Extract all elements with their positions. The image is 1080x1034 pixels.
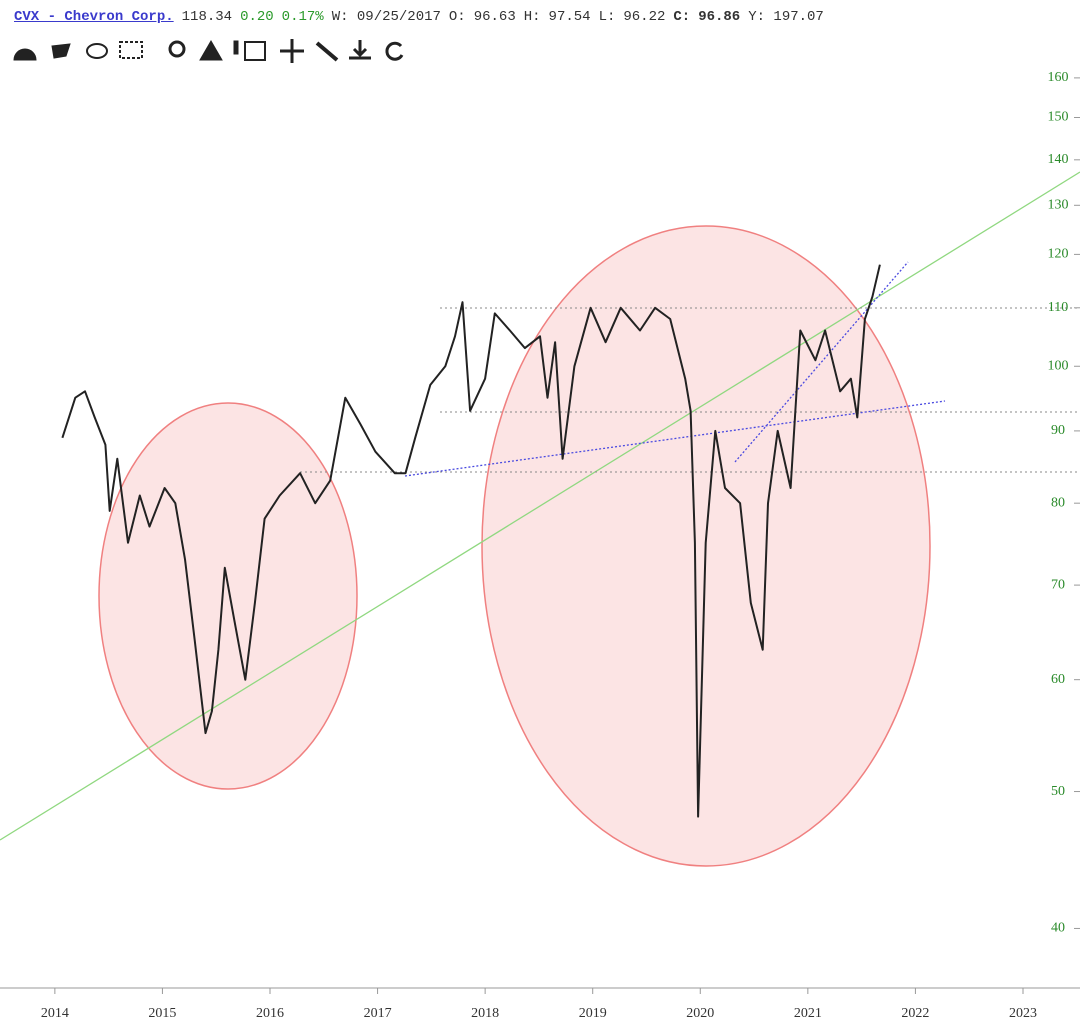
y-tick-label: 160 (1048, 70, 1069, 85)
list-icon[interactable] (119, 41, 143, 59)
y-tick-label: 120 (1048, 247, 1069, 262)
price-line (61, 264, 881, 818)
download-icon[interactable] (349, 40, 371, 60)
twitter-icon[interactable] (51, 43, 71, 59)
high-label: H: (523, 9, 541, 25)
y-tick-label: 80 (1051, 495, 1065, 510)
comment-icon[interactable] (86, 43, 108, 59)
x-tick-label: 2018 (471, 1006, 499, 1021)
highlight-ellipse (98, 402, 358, 790)
link-icon[interactable] (315, 41, 339, 62)
annotations (0, 171, 1080, 989)
y-tick-label: 60 (1051, 672, 1065, 687)
low-label: L: (598, 9, 616, 25)
x-tick-label: 2023 (1009, 1006, 1037, 1021)
price: 118.34 (181, 9, 233, 25)
close-label: C: (673, 9, 691, 25)
y-tick-label: 40 (1051, 921, 1065, 936)
trend-line-dotted (404, 400, 946, 477)
y-tick-label: 130 (1048, 198, 1069, 213)
open: 96.63 (473, 9, 516, 25)
exclaim-icon[interactable] (233, 40, 239, 55)
symbol-link[interactable]: CVX - Chevron Corp. (14, 9, 174, 25)
x-tick-label: 2015 (148, 1006, 176, 1021)
x-tick-label: 2017 (364, 1006, 392, 1021)
change: 0.20 (240, 9, 274, 25)
y-tick-label: 70 (1051, 577, 1065, 592)
low: 96.22 (623, 9, 666, 25)
calendar-icon[interactable] (244, 41, 266, 61)
y-tick-label: 90 (1051, 423, 1065, 438)
y-tick-label: 140 (1048, 152, 1069, 167)
y-tick-label: 100 (1048, 358, 1069, 373)
trend-line-dotted (734, 261, 909, 463)
high: 97.54 (548, 9, 591, 25)
x-tick-label: 2014 (41, 1006, 69, 1021)
open-label: O: (448, 9, 466, 25)
search-icon[interactable] (168, 40, 186, 58)
x-tick-label: 2019 (579, 1006, 607, 1021)
close: 96.86 (698, 9, 741, 25)
change-pct: 0.17% (281, 9, 324, 25)
date: W: 09/25/2017 (331, 9, 441, 25)
trend-line (0, 171, 1080, 841)
y-tick-label: 50 (1051, 784, 1065, 799)
y-tick-label: 150 (1048, 110, 1069, 125)
move-icon[interactable] (280, 39, 304, 63)
quote-header: CVX - Chevron Corp. 118.34 0.20 0.17% W: 09/… (14, 9, 832, 25)
year-value: Y: 197.07 (748, 9, 824, 25)
x-tick-label: 2021 (794, 1006, 822, 1021)
y-tick-label: 110 (1048, 300, 1068, 315)
x-tick-label: 2022 (901, 1006, 929, 1021)
dashboard-icon[interactable] (13, 48, 37, 61)
x-tick-label: 2016 (256, 1006, 284, 1021)
toolbar (13, 39, 404, 63)
refresh-icon[interactable] (385, 41, 404, 61)
x-tick-label: 2020 (686, 1006, 714, 1021)
alert-icon[interactable] (199, 40, 223, 61)
